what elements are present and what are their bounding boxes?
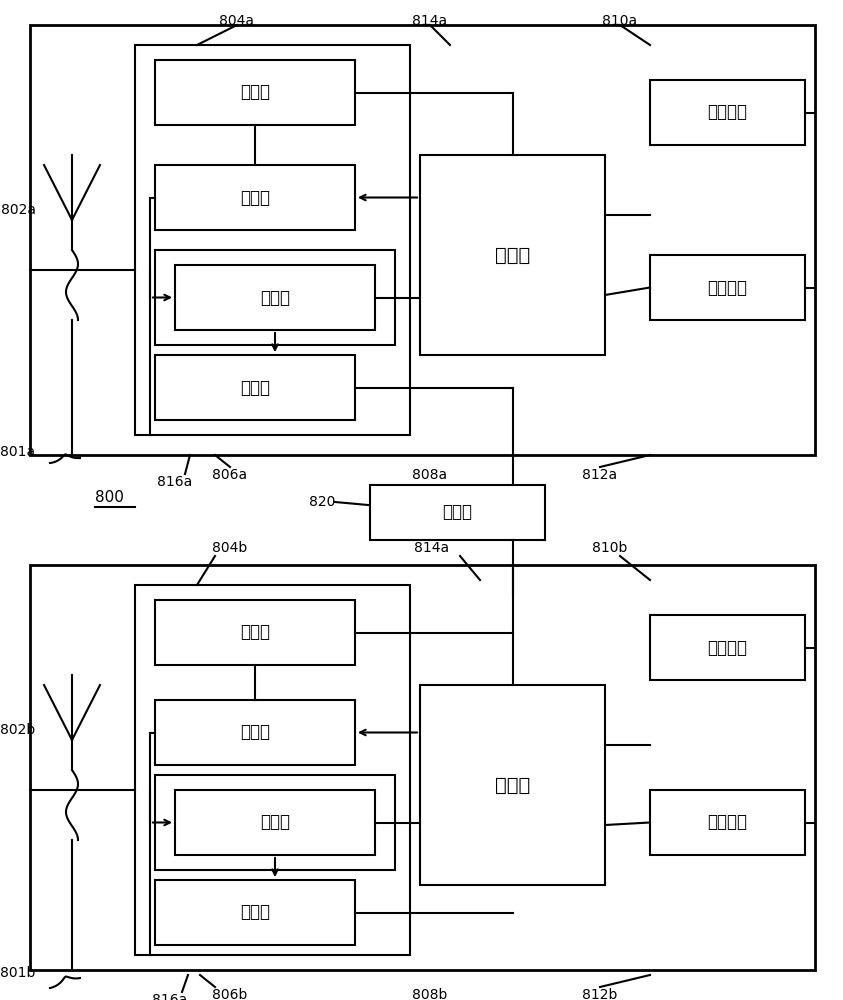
Text: 检测器: 检测器 [240,188,270,207]
Bar [650,80,805,145]
Text: 806a: 806a [212,468,248,482]
Text: 输入接口: 输入接口 [707,104,748,121]
Text: 输出接口: 输出接口 [707,814,748,832]
Text: 802a: 802a [1,203,35,217]
Text: 804a: 804a [219,14,255,28]
Text: 输入接口: 输入接口 [707,639,748,656]
Text: 控制器: 控制器 [260,288,290,306]
Text: 控制器: 控制器 [443,504,472,522]
Bar [650,255,805,320]
Bar [155,250,395,345]
Bar [420,155,605,355]
Text: 814a: 814a [412,14,448,28]
Bar [155,880,355,945]
Bar [370,485,545,540]
Bar [155,600,355,665]
Text: 801a: 801a [1,445,35,459]
Bar [30,565,815,970]
Bar [155,165,355,230]
Text: 802b: 802b [0,723,35,737]
Bar [30,25,815,455]
Text: 816a: 816a [158,475,192,489]
Bar [650,615,805,680]
Bar [155,775,395,870]
Text: 输出接口: 输出接口 [707,278,748,296]
Bar [135,585,410,955]
Bar [155,700,355,765]
Bar [155,355,355,420]
Text: 804b: 804b [212,541,248,555]
Text: 传送器: 传送器 [240,378,270,396]
Text: 820: 820 [309,495,335,509]
Text: 812b: 812b [583,988,618,1000]
Text: 处理器: 处理器 [495,245,530,264]
Text: 806b: 806b [212,988,248,1000]
Bar [175,265,375,330]
Text: 接收器: 接收器 [240,624,270,642]
Text: 800: 800 [95,490,124,506]
Text: 808a: 808a [412,468,448,482]
Bar [175,790,375,855]
Text: 801b: 801b [0,966,35,980]
Bar [135,45,410,435]
Text: 处理器: 处理器 [495,776,530,794]
Text: 812a: 812a [583,468,618,482]
Text: 控制器: 控制器 [260,814,290,832]
Text: 检测器: 检测器 [240,724,270,742]
Text: 816a: 816a [153,993,188,1000]
Bar [650,790,805,855]
Text: 810b: 810b [593,541,628,555]
Bar [155,60,355,125]
Text: 接收器: 接收器 [240,84,270,102]
Text: 808b: 808b [412,988,448,1000]
Text: 传送器: 传送器 [240,904,270,922]
Text: 810a: 810a [603,14,637,28]
Text: 814a: 814a [415,541,449,555]
Bar [420,685,605,885]
